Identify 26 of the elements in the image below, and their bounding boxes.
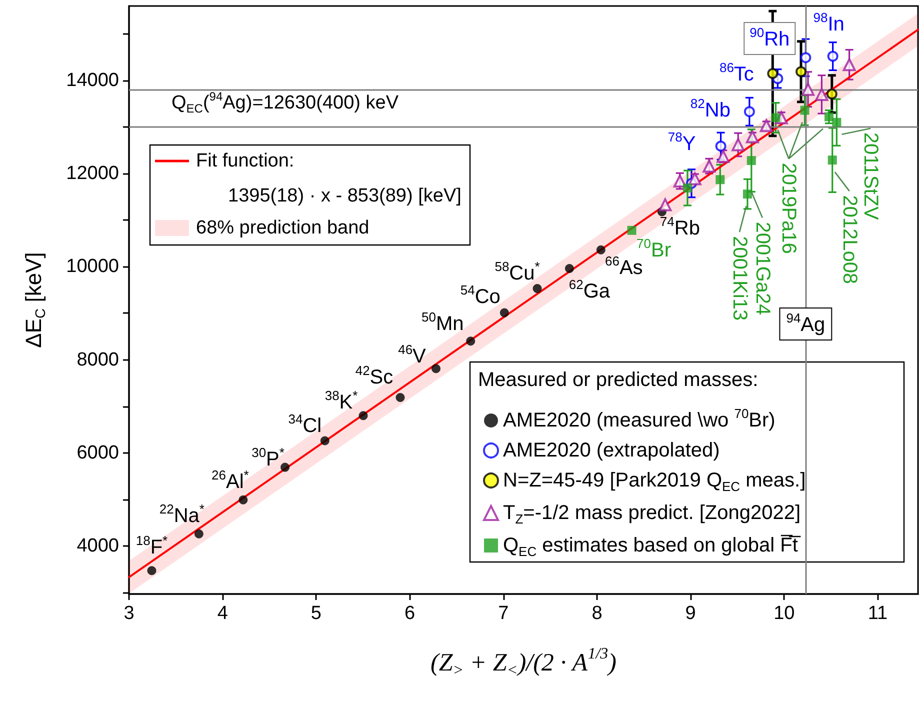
y-tick-label: 8000	[76, 349, 119, 370]
annotation: 2019Pa16	[778, 162, 800, 254]
y-tick-label: 12000	[66, 163, 119, 184]
x-tick-label: 9	[685, 603, 696, 624]
x-tick-label: 8	[592, 603, 602, 624]
y-tick-label: 14000	[66, 70, 119, 91]
annotation: 1395(18) · x - 853(89) [keV]	[228, 186, 462, 206]
x-tick-label: 10	[774, 603, 795, 624]
x-tick-label: 4	[217, 603, 228, 624]
annotation: 2001Ga24	[751, 222, 774, 316]
x-tick-label: 5	[310, 603, 322, 624]
annotation: 68% prediction band	[196, 218, 370, 238]
x-tick-label: 6	[404, 603, 416, 624]
annotation: 2011StZV	[860, 132, 882, 220]
y-tick-label: 10000	[66, 256, 119, 278]
y-tick-label: 6000	[76, 442, 119, 464]
y-axis-title: ΔEC [keV]	[21, 252, 48, 348]
annotation: Fit function:	[196, 150, 294, 172]
annotation: 2001Ki13	[728, 236, 750, 321]
x-tick-label: 7	[498, 603, 509, 624]
x-tick-label: 11	[868, 603, 888, 624]
legend-title: Measured or predicted masses:	[478, 369, 758, 391]
annotation: 2012Lo08	[838, 195, 860, 284]
y-tick-label: 4000	[76, 535, 119, 556]
x-tick-label: 3	[124, 603, 134, 624]
legend-label: AME2020 (extrapolated)	[503, 440, 720, 462]
